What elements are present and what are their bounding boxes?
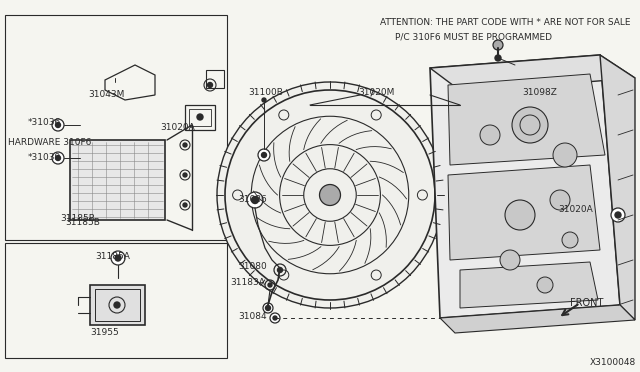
Circle shape bbox=[56, 122, 61, 128]
Circle shape bbox=[270, 313, 280, 323]
Circle shape bbox=[562, 232, 578, 248]
Bar bbox=[70, 140, 165, 220]
Circle shape bbox=[262, 98, 266, 102]
Bar bbox=[5, 243, 227, 358]
Text: 31080: 31080 bbox=[238, 262, 267, 271]
Bar bbox=[95, 289, 140, 321]
Text: 31020A: 31020A bbox=[160, 123, 195, 132]
Text: 31084: 31084 bbox=[238, 312, 267, 321]
Circle shape bbox=[52, 152, 64, 164]
Circle shape bbox=[183, 173, 187, 177]
Text: 31185B: 31185B bbox=[60, 214, 95, 223]
Text: HARDWARE 310F6: HARDWARE 310F6 bbox=[8, 138, 92, 147]
Circle shape bbox=[319, 185, 340, 205]
Circle shape bbox=[550, 190, 570, 210]
Text: ATTENTION: THE PART CODE WITH * ARE NOT FOR SALE: ATTENTION: THE PART CODE WITH * ARE NOT … bbox=[380, 18, 630, 27]
Circle shape bbox=[258, 149, 270, 161]
Text: *31036: *31036 bbox=[28, 118, 61, 127]
Text: FRONT: FRONT bbox=[570, 298, 604, 308]
Circle shape bbox=[52, 119, 64, 131]
Text: P/C 310F6 MUST BE PROGRAMMED: P/C 310F6 MUST BE PROGRAMMED bbox=[395, 32, 552, 41]
Text: 31183A: 31183A bbox=[230, 278, 265, 287]
Text: 31043M: 31043M bbox=[88, 90, 124, 99]
Circle shape bbox=[615, 212, 621, 218]
Polygon shape bbox=[440, 305, 635, 333]
Circle shape bbox=[500, 250, 520, 270]
Circle shape bbox=[262, 153, 266, 157]
Circle shape bbox=[183, 203, 187, 207]
Text: 31185A: 31185A bbox=[95, 252, 130, 261]
Circle shape bbox=[495, 55, 501, 61]
Text: 31098Z: 31098Z bbox=[522, 88, 557, 97]
Circle shape bbox=[114, 302, 120, 308]
Text: 31955: 31955 bbox=[90, 328, 119, 337]
Circle shape bbox=[505, 200, 535, 230]
Circle shape bbox=[111, 251, 125, 265]
Text: 31086: 31086 bbox=[238, 195, 267, 204]
Circle shape bbox=[273, 316, 277, 320]
Bar bbox=[206, 70, 224, 88]
Circle shape bbox=[537, 277, 553, 293]
Text: 31100B: 31100B bbox=[248, 88, 283, 97]
Polygon shape bbox=[448, 74, 605, 165]
Bar bbox=[189, 109, 211, 126]
Bar bbox=[5, 15, 227, 240]
Text: 31020A: 31020A bbox=[558, 205, 593, 214]
Circle shape bbox=[183, 143, 187, 147]
Circle shape bbox=[278, 267, 282, 273]
Circle shape bbox=[197, 114, 203, 120]
Circle shape bbox=[252, 196, 259, 203]
Text: X3100048: X3100048 bbox=[590, 358, 636, 367]
Circle shape bbox=[480, 125, 500, 145]
Circle shape bbox=[266, 305, 271, 311]
Polygon shape bbox=[448, 165, 600, 260]
Circle shape bbox=[553, 143, 577, 167]
Polygon shape bbox=[600, 55, 635, 320]
Bar bbox=[90, 285, 145, 325]
Polygon shape bbox=[430, 55, 620, 318]
Circle shape bbox=[225, 90, 435, 300]
Circle shape bbox=[493, 40, 503, 50]
Circle shape bbox=[115, 255, 121, 261]
Polygon shape bbox=[460, 262, 598, 308]
Circle shape bbox=[263, 303, 273, 313]
Polygon shape bbox=[430, 55, 635, 92]
Circle shape bbox=[247, 192, 263, 208]
Circle shape bbox=[217, 82, 443, 308]
Text: *31039: *31039 bbox=[28, 153, 61, 162]
Circle shape bbox=[611, 208, 625, 222]
Circle shape bbox=[207, 83, 212, 87]
Bar bbox=[185, 105, 215, 130]
Text: 31020M: 31020M bbox=[358, 88, 394, 97]
Circle shape bbox=[512, 107, 548, 143]
Circle shape bbox=[56, 155, 61, 160]
Text: 31185B: 31185B bbox=[65, 218, 100, 227]
Circle shape bbox=[268, 283, 272, 287]
